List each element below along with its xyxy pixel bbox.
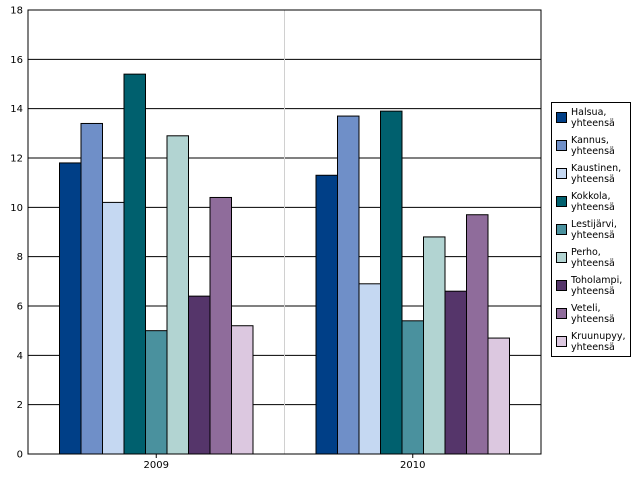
y-tick-label: 18 [10, 6, 23, 17]
legend-swatch [556, 196, 567, 207]
y-tick-label: 2 [17, 400, 23, 411]
x-tick-label: 2010 [400, 460, 425, 471]
legend-item: Kruunupyy, yhteensä [556, 331, 630, 359]
bar [231, 325, 254, 455]
y-tick-label: 8 [17, 252, 23, 263]
legend-swatch [556, 140, 567, 151]
legend-item: Kokkola, yhteensä [556, 191, 630, 219]
bar [123, 73, 146, 455]
y-tick-label: 10 [10, 203, 23, 214]
bar [401, 320, 424, 455]
legend-item: Kannus, yhteensä [556, 135, 630, 163]
legend-swatch [556, 224, 567, 235]
bar [380, 110, 403, 455]
bar [145, 330, 168, 455]
x-tick-label: 2009 [144, 460, 169, 471]
legend-label: Halsua, yhteensä [571, 107, 615, 129]
legend-label: Lestijärvi, yhteensä [571, 219, 617, 241]
y-tick-label: 16 [10, 55, 23, 66]
chart-legend: Halsua, yhteensä Kannus, yhteensä Kaustine… [551, 102, 631, 357]
legend-label: Toholampi, yhteensä [571, 275, 623, 297]
legend-label: Kokkola, yhteensä [571, 191, 615, 213]
legend-swatch [556, 168, 567, 179]
legend-swatch [556, 252, 567, 263]
bar [315, 174, 338, 455]
plot-frame [27, 9, 542, 455]
y-tick-label: 4 [17, 351, 23, 362]
bar [102, 201, 125, 455]
legend-swatch [556, 336, 567, 347]
legend-label: Veteli, yhteensä [571, 303, 615, 325]
bar [466, 214, 489, 455]
legend-item: Veteli, yhteensä [556, 303, 630, 331]
legend-item: Halsua, yhteensä [556, 107, 630, 135]
bar [444, 290, 467, 455]
bar [337, 115, 360, 455]
legend-item: Kaustinen, yhteensä [556, 163, 630, 191]
bar [423, 236, 446, 455]
legend-label: Kannus, yhteensä [571, 135, 615, 157]
bar [188, 295, 211, 455]
bar [487, 337, 510, 455]
bar [358, 283, 381, 455]
legend-swatch [556, 112, 567, 123]
legend-item: Toholampi, yhteensä [556, 275, 630, 303]
bar [209, 196, 232, 455]
y-tick-label: 12 [10, 154, 23, 165]
legend-label: Kaustinen, yhteensä [571, 163, 622, 185]
bar [80, 122, 103, 455]
bar [166, 135, 189, 455]
legend-label: Perho, yhteensä [571, 247, 615, 269]
y-tick-label: 6 [17, 302, 23, 313]
legend-item: Lestijärvi, yhteensä [556, 219, 630, 247]
y-tick-label: 14 [10, 104, 23, 115]
legend-label: Kruunupyy, yhteensä [571, 331, 626, 353]
legend-swatch [556, 308, 567, 319]
legend-item: Perho, yhteensä [556, 247, 630, 275]
bar [59, 162, 82, 455]
y-tick-label: 0 [17, 450, 23, 461]
legend-swatch [556, 280, 567, 291]
